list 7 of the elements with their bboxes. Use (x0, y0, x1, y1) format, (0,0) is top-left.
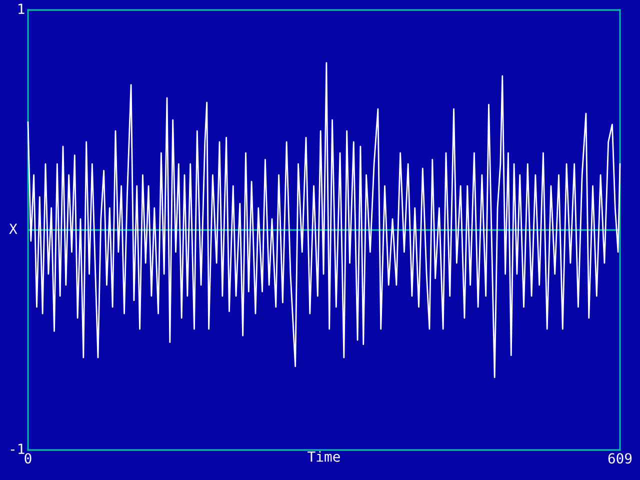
x-axis-title: Time (308, 451, 340, 462)
x-tick-label: 609 (608, 453, 632, 464)
x-tick-label: 0 (24, 453, 32, 464)
y-tick-label: 1 (18, 4, 24, 14)
line-series (27, 62, 621, 378)
y-axis-title: X (9, 224, 18, 234)
y-tick-label: -1 (10, 444, 24, 454)
